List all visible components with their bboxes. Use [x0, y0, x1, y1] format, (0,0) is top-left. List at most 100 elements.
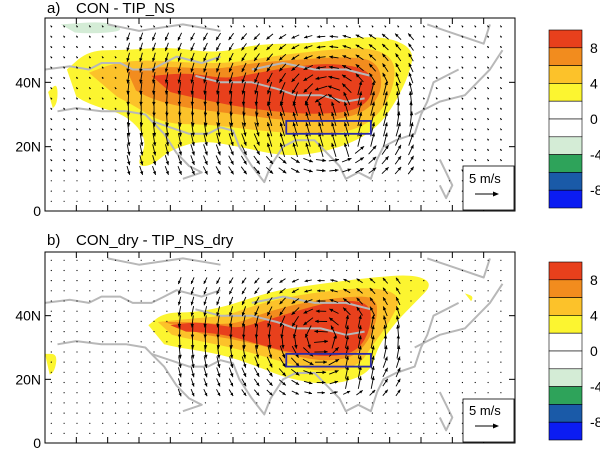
wind-vector — [101, 148, 104, 151]
wind-vector — [487, 128, 490, 131]
wind-vector — [151, 32, 157, 41]
wind-vector — [140, 371, 142, 373]
wind-vector — [318, 142, 324, 158]
wind-vector — [422, 138, 425, 141]
wind-vector — [89, 280, 91, 282]
wind-vector — [408, 43, 414, 51]
wind-vector — [423, 381, 425, 384]
wind-vector — [50, 87, 53, 90]
wind-vector — [499, 35, 503, 38]
wind-vector — [448, 300, 451, 302]
wind-vector — [228, 81, 233, 95]
wind-vector — [166, 422, 168, 424]
wind-vector — [328, 358, 340, 366]
wind-vector — [408, 122, 414, 137]
wind-vector — [190, 81, 194, 95]
wind-vector — [89, 200, 91, 202]
wind-vector — [50, 128, 53, 131]
wind-vector — [423, 190, 425, 192]
wind-vector — [190, 367, 195, 378]
wind-vector — [499, 148, 503, 151]
coastline — [251, 62, 372, 77]
wind-vector — [126, 155, 131, 166]
wind-vector — [269, 180, 271, 182]
wind-vector — [127, 269, 129, 272]
wind-vector — [152, 52, 156, 62]
wind-vector — [329, 391, 338, 395]
wind-vector — [190, 32, 195, 41]
wind-vector — [315, 370, 327, 375]
wind-vector — [474, 148, 477, 151]
wind-vector — [448, 280, 451, 282]
wind-vector — [346, 259, 348, 261]
wind-vector — [102, 402, 104, 404]
colorbar-swatch — [548, 118, 583, 138]
wind-vector — [448, 320, 451, 322]
colorbar-swatch — [548, 297, 583, 316]
wind-vector — [243, 200, 245, 202]
wind-vector — [436, 190, 438, 192]
wind-vector — [499, 159, 503, 162]
wind-vector — [215, 42, 221, 52]
wind-vector — [329, 308, 339, 314]
wind-vector — [436, 351, 438, 353]
wind-vector — [102, 320, 104, 322]
wind-vector — [204, 200, 206, 202]
wind-vector — [102, 432, 104, 434]
wind-vector — [328, 75, 340, 80]
wind-vector — [76, 351, 78, 353]
wind-vector — [228, 52, 234, 62]
wind-vector — [266, 43, 274, 51]
wind-vector — [371, 25, 374, 28]
wind-vector — [436, 280, 438, 282]
wind-vector — [371, 412, 373, 414]
wind-vector — [215, 166, 221, 175]
wind-vector — [63, 35, 66, 38]
colorbar-label: -8 — [590, 414, 600, 430]
colorbar-label: 8 — [590, 272, 598, 288]
wind-vector — [382, 277, 389, 284]
wind-vector — [204, 269, 206, 272]
wind-vector — [448, 432, 451, 434]
wind-vector — [329, 45, 339, 49]
wind-vector — [435, 169, 438, 172]
wind-vector — [436, 422, 438, 424]
wind-vector — [320, 432, 322, 434]
wind-vector — [63, 200, 65, 202]
wind-vector — [290, 157, 300, 164]
wind-vector — [436, 290, 438, 292]
wind-vector — [114, 56, 117, 59]
wind-vector — [140, 361, 142, 363]
wind-vector — [304, 279, 312, 283]
wind-vector — [76, 412, 78, 414]
wind-vector — [102, 412, 104, 414]
wind-vector — [448, 310, 451, 312]
wind-vector — [345, 325, 349, 338]
wind-vector — [329, 55, 339, 59]
wind-vector — [89, 371, 91, 373]
wind-vector — [290, 357, 300, 367]
wind-vector — [346, 402, 348, 404]
wind-vector — [126, 165, 131, 176]
wind-vector — [435, 107, 438, 110]
wind-vector — [140, 190, 142, 192]
wind-vector — [50, 331, 52, 333]
wind-vector — [395, 287, 401, 295]
wind-vector — [216, 81, 220, 95]
wind-vector — [499, 107, 503, 110]
wind-vector — [266, 287, 273, 295]
wind-vector — [190, 42, 195, 52]
wind-vector — [487, 300, 489, 302]
wind-vector — [114, 432, 117, 434]
y-tick-label: 20N — [15, 139, 41, 155]
wind-vector — [139, 32, 144, 41]
wind-vector — [256, 402, 258, 404]
wind-vector — [179, 412, 181, 414]
wind-vector — [127, 381, 129, 384]
wind-vector — [217, 180, 219, 182]
wind-vector — [153, 412, 155, 414]
wind-vector — [474, 381, 476, 384]
wind-vector — [381, 43, 389, 51]
wind-vector — [114, 76, 117, 79]
colorbar-swatch — [548, 261, 583, 281]
